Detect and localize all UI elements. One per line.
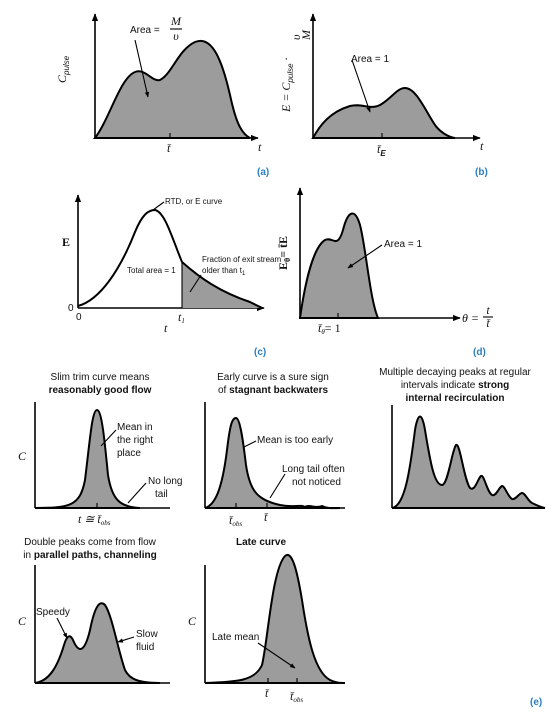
panel-a: Cpulse Area = M υ t t̄ (a) <box>55 13 269 178</box>
caption-line-1: Double peaks come from flow <box>24 537 157 548</box>
c-label: C <box>18 614 27 628</box>
tail-label-2: tail <box>155 489 168 500</box>
mean-label-1: Mean in <box>117 422 153 433</box>
late-curve <box>204 553 346 684</box>
e-curve <box>311 86 456 139</box>
c-label: C <box>18 449 27 463</box>
theta-axis-label: θ = <box>462 311 479 325</box>
caption-line-3: internal recirculation <box>406 393 505 404</box>
tbar-label: t̄ <box>167 141 171 155</box>
panel-c: E RTD, or E curve Total area = 1 Fractio… <box>62 194 281 358</box>
tail-label-2: not noticed <box>292 477 341 488</box>
mean-label: Mean is too early <box>257 435 333 446</box>
tail-pointer <box>269 473 286 499</box>
t-axis-label: t <box>480 139 484 153</box>
panel-b: E = Cpulse · υ M Area = 1 t t̄E (b) <box>279 13 488 178</box>
total-area-label: Total area = 1 <box>127 266 176 275</box>
mean-label-3: place <box>117 448 141 459</box>
fraction-label-1: Fraction of exit stream <box>202 255 281 264</box>
panel-label-e: (e) <box>530 697 542 708</box>
tbar-label: t̄ <box>264 510 268 524</box>
caption-line-2: of stagnant backwaters <box>218 385 328 396</box>
y-label: E = Cpulse · <box>279 57 295 113</box>
caption-line-2: intervals indicate strong <box>401 380 509 391</box>
theta-num: t <box>486 303 490 317</box>
panel-label-d: (d) <box>473 347 486 358</box>
theta-den: t̄ <box>486 316 490 330</box>
recirculation-curve <box>391 415 546 509</box>
mean-label-2: the right <box>117 435 153 446</box>
y-label: Eθ= t̄E <box>276 236 292 270</box>
area-num: M <box>170 14 182 28</box>
caption-line-2: reasonably good flow <box>49 385 152 396</box>
curve-pointer <box>152 201 165 211</box>
tobs-label: t̄obs <box>229 513 242 528</box>
fraction-shading <box>182 262 262 308</box>
theta-bar-label: t̄θ= 1 <box>318 321 341 336</box>
tail-label-1: No long <box>148 476 182 487</box>
late-mean-pointer <box>257 642 296 669</box>
panel-label-b: (b) <box>475 167 488 178</box>
speedy-pointer <box>56 617 68 639</box>
area-label: Area = 1 <box>351 54 390 65</box>
caption-line-1: Multiple decaying peaks at regular <box>379 367 531 378</box>
x-label: t ≅ t̄obs <box>78 512 111 527</box>
double-peak-curve <box>34 602 161 684</box>
t-axis-label: t <box>258 140 262 154</box>
mean-pointer <box>243 440 257 448</box>
speedy-label: Speedy <box>36 607 70 618</box>
caption-line-1: Early curve is a sure sign <box>217 372 329 383</box>
curve-label: RTD, or E curve <box>165 197 223 206</box>
panel-label-c: (c) <box>254 347 266 358</box>
caption-line-2: in parallel paths, channeling <box>23 550 156 561</box>
tail-pointer <box>127 482 147 504</box>
panel-e1: Slim trim curve means reasonably good fl… <box>18 372 182 527</box>
rtd-curve <box>77 208 263 309</box>
t1-label: t1 <box>178 310 185 325</box>
area-den: υ <box>173 29 179 43</box>
slow-label-2: fluid <box>136 642 154 653</box>
panel-e4: Double peaks come from flow in parallel … <box>18 537 170 684</box>
tbar-label: t̄E <box>377 142 386 158</box>
x-origin: 0 <box>76 312 82 323</box>
mean-pointer <box>100 429 117 447</box>
y-label-frac-num: υ <box>289 34 303 40</box>
y-origin: 0 <box>68 303 74 314</box>
area-label: Area = <box>130 25 160 36</box>
late-mean-label: Late mean <box>212 632 259 643</box>
y-label: E <box>62 235 70 249</box>
panel-label-a: (a) <box>257 167 269 178</box>
area-pointer <box>134 39 150 98</box>
area-label: Area = 1 <box>384 239 423 250</box>
slow-pointer <box>117 636 135 643</box>
area-pointer <box>351 59 371 113</box>
caption-line-1: Slim trim curve means <box>51 372 150 383</box>
fraction-pointer <box>189 274 202 293</box>
slow-label-1: Slow <box>136 629 158 640</box>
early-curve <box>204 416 341 510</box>
tail-label-1: Long tail often <box>282 464 345 475</box>
panel-e3: Multiple decaying peaks at regular inter… <box>379 367 546 509</box>
tbar-label: t̄ <box>265 686 269 700</box>
y-label: Cpulse <box>55 55 71 83</box>
panel-d: Eθ= t̄E Area = 1 t̄θ= 1 θ = t t̄ (d) <box>276 187 493 358</box>
slim-curve <box>34 408 141 509</box>
tobs-label: t̄obs <box>290 689 303 704</box>
fraction-label-2: older than t1 <box>202 266 246 277</box>
caption: Late curve <box>236 537 286 548</box>
e-theta-curve <box>298 212 380 319</box>
y-label-frac-den: M <box>299 29 313 41</box>
panel-e2: Early curve is a sure sign of stagnant b… <box>204 372 345 528</box>
c-label: C <box>188 614 197 628</box>
panel-e5: Late curve C Late mean t̄ t̄obs (e) <box>188 537 542 708</box>
area-pointer <box>347 244 383 269</box>
pulse-curve <box>93 39 251 139</box>
t-axis-label: t <box>164 321 168 335</box>
